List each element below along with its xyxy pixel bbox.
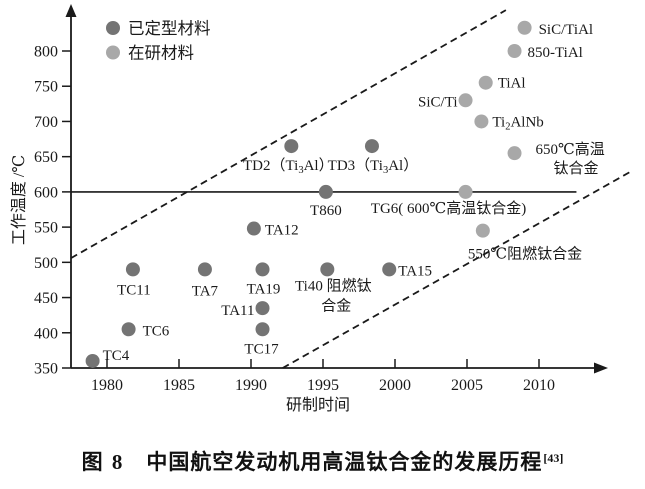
figure-citation: [43] (543, 451, 564, 465)
x-axis-arrow (594, 362, 608, 374)
y-tick-label: 750 (34, 79, 58, 96)
data-point-label: TA11 (221, 303, 254, 319)
figure-title: 中国航空发动机用高温钛合金的发展历程 (146, 449, 543, 474)
data-point-label: TC4 (103, 348, 130, 364)
x-tick-label: 2005 (451, 377, 483, 394)
data-point-TG6-600- (458, 184, 473, 199)
data-point-550- (475, 223, 490, 238)
y-tick-label: 600 (34, 184, 58, 201)
data-point-label: TC6 (143, 323, 170, 339)
x-tick-label: 1980 (91, 377, 123, 394)
data-point-TD2-Ti-Al- (284, 139, 299, 154)
y-axis-title: 工作温度 /℃ (10, 155, 28, 245)
legend-dot-finalized (106, 21, 120, 35)
legend-dot-in-research (106, 45, 120, 60)
data-point-TA11 (255, 301, 270, 316)
data-point-Ti40- (320, 262, 335, 277)
data-point-Ti-AlNb (474, 114, 489, 129)
data-point-label: Ti40 阻燃钛 (295, 276, 372, 294)
figure-number: 图 8 (81, 449, 125, 474)
data-point-650- (507, 146, 522, 161)
data-point-label: TD3（Ti3Al） (328, 157, 419, 176)
data-point-TC6 (121, 322, 136, 337)
data-point-SiC-TiAl (517, 20, 532, 35)
data-point-label: TG6( 600℃高温钛合金) (371, 200, 527, 217)
data-point-TA7 (197, 262, 212, 277)
legend-label: 已定型材料 (128, 19, 211, 38)
data-point-label: 550℃阻燃钛合金 (468, 245, 582, 263)
data-point-TA15 (382, 262, 397, 277)
upper-trend-band-dashed-line (70, 9, 507, 259)
data-point-label: 合金 (321, 297, 351, 314)
data-point-TC17 (255, 322, 270, 337)
y-tick-label: 400 (34, 325, 58, 342)
x-tick-label: 2010 (523, 377, 555, 394)
data-point-label: T860 (310, 203, 342, 219)
data-point-label: TC11 (117, 282, 151, 298)
data-point-TD3-Ti-Al- (364, 139, 379, 154)
data-point-label: 钛合金 (554, 160, 599, 177)
data-point-label: TD2（Ti3Al） (243, 157, 334, 176)
data-point-label: TA7 (192, 283, 219, 299)
y-tick-label: 800 (34, 44, 58, 61)
y-tick-label: 500 (34, 255, 58, 272)
data-point-label: TC17 (244, 341, 279, 357)
data-point-label: TA19 (247, 281, 281, 297)
data-point-label: TA12 (265, 223, 299, 239)
data-point-label: 850-TiAl (528, 45, 583, 61)
legend-label: 在研材料 (128, 44, 194, 63)
x-axis-title: 研制时间 (286, 396, 350, 414)
y-tick-label: 550 (34, 220, 58, 237)
data-point-label: TiAl (498, 76, 526, 92)
data-point-label: Ti2AlNb (492, 114, 543, 132)
x-tick-label: 1990 (235, 377, 267, 394)
y-tick-label: 700 (34, 114, 58, 131)
x-tick-label: 1985 (163, 377, 195, 394)
data-point-TiAl (478, 75, 493, 90)
data-point-T860 (318, 184, 333, 199)
data-point-850-TiAl (507, 44, 522, 58)
data-point-label: SiC/Ti (418, 94, 458, 110)
data-point-TA19 (255, 262, 270, 277)
data-point-label: SiC/TiAl (539, 22, 594, 38)
y-tick-label: 350 (34, 361, 58, 378)
x-tick-label: 2000 (379, 377, 411, 394)
figure-caption: 图 8 中国航空发动机用高温钛合金的发展历程 [43] (0, 432, 645, 489)
data-point-TC11 (125, 262, 140, 277)
lower-trend-band-dashed-line (282, 171, 631, 369)
data-point-label: TA15 (398, 263, 432, 279)
y-tick-label: 450 (34, 290, 58, 307)
y-axis-arrow (65, 4, 77, 17)
y-tick-label: 650 (34, 149, 58, 166)
data-point-SiC-Ti (458, 93, 473, 108)
titanium-alloy-development-scatter-chart: 350 400 450 500 550 600 650 700 750 800 1980 1985 19… (10, 4, 631, 414)
data-point-TC4 (85, 353, 100, 368)
x-tick-label: 1995 (307, 377, 339, 394)
data-point-TA12 (246, 221, 261, 236)
data-point-label: 650℃高温 (536, 141, 605, 158)
